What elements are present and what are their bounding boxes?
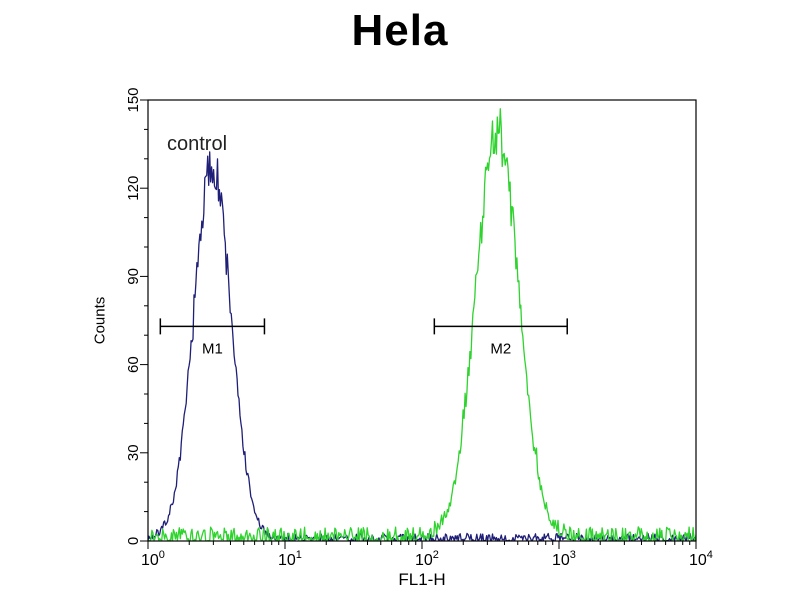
svg-text:150: 150 (125, 87, 142, 112)
svg-text:30: 30 (125, 444, 142, 461)
annotation-control: control (167, 133, 228, 155)
svg-text:101: 101 (278, 549, 302, 569)
x-axis-label: FL1-H (398, 570, 446, 589)
svg-text:103: 103 (552, 549, 576, 569)
svg-text:120: 120 (125, 176, 142, 201)
svg-text:M1: M1 (202, 340, 223, 357)
svg-text:60: 60 (125, 356, 142, 373)
svg-text:102: 102 (415, 549, 439, 569)
svg-text:0: 0 (125, 537, 142, 545)
svg-text:104: 104 (689, 549, 713, 569)
y-axis-label: Counts (91, 296, 109, 345)
svg-text:M2: M2 (490, 340, 511, 357)
chart-title: Hela (351, 6, 449, 55)
svg-text:90: 90 (125, 268, 142, 285)
svg-text:100: 100 (141, 549, 165, 569)
